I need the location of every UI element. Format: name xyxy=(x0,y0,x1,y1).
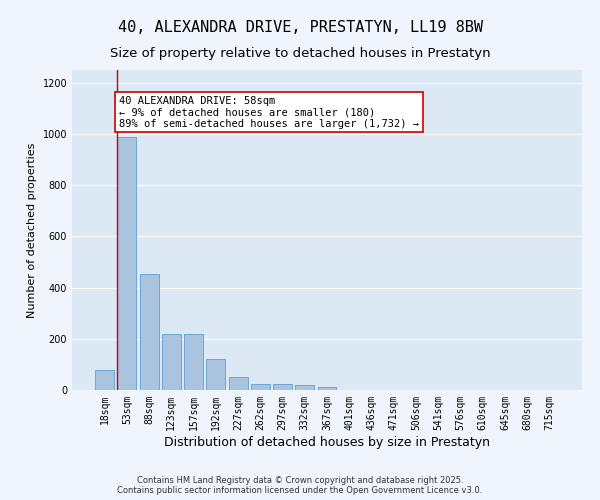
Bar xyxy=(317,387,337,390)
Text: Contains HM Land Registry data © Crown copyright and database right 2025.
Contai: Contains HM Land Registry data © Crown c… xyxy=(118,476,482,495)
Text: 40 ALEXANDRA DRIVE: 58sqm
← 9% of detached houses are smaller (180)
89% of semi-: 40 ALEXANDRA DRIVE: 58sqm ← 9% of detach… xyxy=(119,96,419,129)
Bar xyxy=(206,360,225,390)
Bar xyxy=(140,274,158,390)
Bar xyxy=(95,370,114,390)
Text: 40, ALEXANDRA DRIVE, PRESTATYN, LL19 8BW: 40, ALEXANDRA DRIVE, PRESTATYN, LL19 8BW xyxy=(118,20,482,35)
Bar xyxy=(251,384,270,390)
Bar xyxy=(295,385,314,390)
Text: Size of property relative to detached houses in Prestatyn: Size of property relative to detached ho… xyxy=(110,48,490,60)
Bar xyxy=(162,334,181,390)
Bar xyxy=(184,334,203,390)
X-axis label: Distribution of detached houses by size in Prestatyn: Distribution of detached houses by size … xyxy=(164,436,490,448)
Y-axis label: Number of detached properties: Number of detached properties xyxy=(27,142,37,318)
Bar xyxy=(118,136,136,390)
Bar xyxy=(273,384,292,390)
Bar xyxy=(229,377,248,390)
